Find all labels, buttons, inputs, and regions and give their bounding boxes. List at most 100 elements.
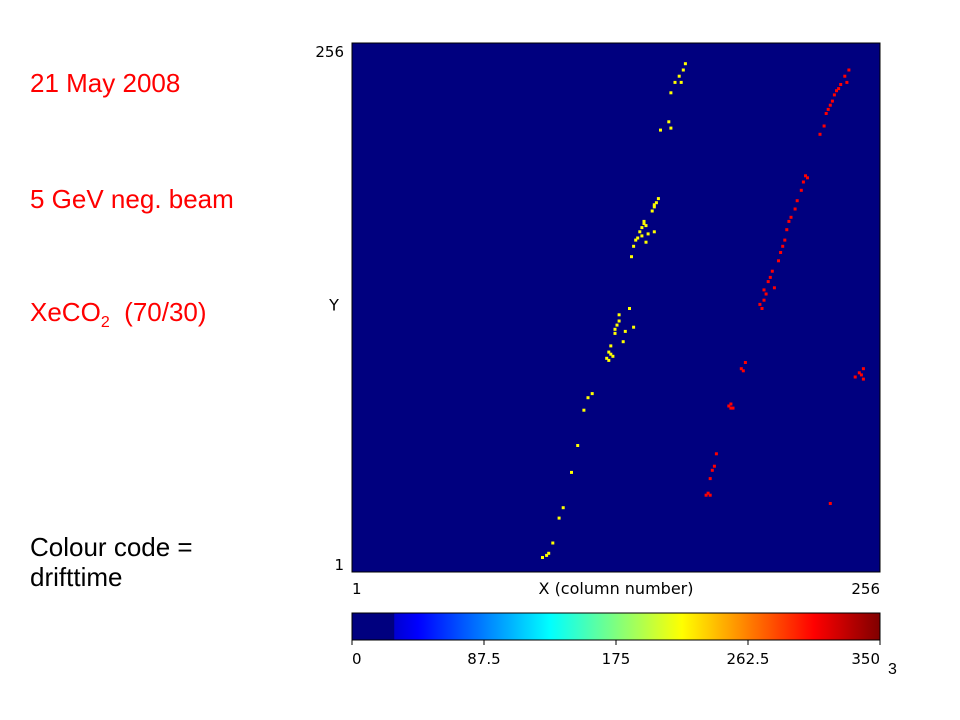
hit-point	[826, 107, 830, 111]
hit-point	[613, 331, 617, 335]
hit-point	[853, 375, 857, 379]
axes: 256 1 1 256 X (column number) Y	[315, 43, 880, 598]
hit-point	[609, 344, 613, 348]
hit-point	[632, 244, 636, 248]
hit-point	[679, 80, 683, 84]
colorbar-low-segment	[352, 613, 395, 640]
gas-label: XeCO2 (70/30)	[30, 297, 207, 338]
hit-point	[623, 329, 627, 333]
hit-point	[632, 325, 636, 329]
hit-point	[611, 354, 615, 358]
hit-point	[843, 74, 847, 78]
hit-point	[669, 126, 673, 130]
plot-area	[352, 43, 880, 572]
gas-subscript: 2	[100, 314, 110, 332]
hit-point	[607, 358, 611, 362]
hit-point	[586, 396, 590, 400]
hit-point	[768, 275, 772, 279]
hit-point	[646, 232, 650, 236]
hit-point	[727, 404, 731, 408]
hit-point	[644, 224, 648, 228]
hit-point	[541, 556, 544, 559]
hit-point	[640, 234, 644, 238]
hit-point	[621, 340, 625, 344]
hit-point	[551, 541, 555, 545]
hit-point	[766, 280, 770, 284]
hit-point	[561, 506, 565, 510]
gas-ratio: (70/30)	[124, 297, 207, 327]
hit-point	[630, 255, 633, 259]
colorbar-tick-label: 175	[602, 650, 631, 668]
x-axis-label: X (column number)	[539, 579, 694, 598]
colour-code-line2: drifttime	[30, 562, 123, 592]
hit-point	[557, 516, 561, 520]
hit-point	[779, 251, 783, 254]
hit-point	[804, 174, 807, 178]
hit-point	[628, 307, 631, 310]
hit-point	[650, 209, 654, 213]
hit-point	[793, 207, 797, 211]
hit-point	[783, 238, 787, 242]
hit-point	[609, 352, 613, 356]
colour-code-label: Colour code = drifttime	[30, 532, 193, 592]
hit-point	[617, 319, 621, 323]
hit-point	[654, 201, 658, 205]
hit-point	[839, 83, 843, 86]
hit-point	[861, 377, 865, 381]
colour-code-line1: Colour code =	[30, 532, 193, 562]
hit-point	[605, 356, 609, 360]
hit-point	[764, 292, 768, 296]
colorbar-gradient	[352, 613, 880, 640]
colorbar-tick-label: 87.5	[467, 650, 500, 668]
hit-point	[770, 269, 774, 273]
colorbar-tick-label: 262.5	[727, 650, 770, 668]
hit-point	[832, 93, 836, 97]
hit-points	[541, 62, 865, 559]
hit-point	[830, 99, 834, 103]
hit-point	[659, 128, 662, 132]
hit-point	[652, 203, 656, 207]
hit-point	[837, 87, 841, 91]
hit-point	[708, 477, 712, 481]
hit-point	[590, 392, 594, 396]
hit-point	[772, 286, 776, 290]
hit-point	[822, 124, 826, 128]
hit-point	[708, 493, 712, 497]
hit-point	[714, 452, 718, 456]
hit-point	[677, 74, 681, 78]
hit-point	[681, 68, 685, 72]
hit-point	[615, 323, 619, 327]
hit-point	[644, 240, 648, 244]
hit-point	[636, 236, 640, 240]
colorbar-tick-label: 350	[851, 650, 880, 668]
x-tick-left: 1	[352, 580, 362, 598]
hit-point	[673, 80, 677, 84]
hit-point	[545, 553, 549, 557]
hit-point	[642, 219, 646, 223]
hit-point	[729, 406, 733, 410]
hit-point	[704, 493, 708, 497]
hit-point	[652, 205, 656, 209]
hit-point	[729, 402, 733, 406]
y-axis-label: Y	[328, 296, 339, 315]
hit-point	[806, 176, 809, 180]
colorbar-ticks: 0 87.5 175 262.5 350	[351, 640, 881, 668]
hit-point	[743, 361, 747, 364]
hit-point	[845, 80, 849, 84]
y-tick-top: 256	[315, 43, 344, 61]
hit-point	[758, 302, 762, 306]
hit-point	[847, 68, 851, 72]
hit-point	[781, 244, 785, 248]
colorbar-tick-label: 0	[352, 650, 362, 668]
hit-point	[656, 197, 660, 201]
y-tick-bottom: 1	[334, 556, 344, 574]
hit-point	[835, 89, 838, 93]
date-label: 21 May 2008	[30, 68, 181, 98]
slide-number: 3	[888, 661, 897, 678]
hit-point	[785, 228, 789, 232]
hit-point	[760, 307, 764, 310]
hit-point	[795, 199, 799, 203]
hit-point	[710, 468, 714, 472]
hit-point	[576, 444, 580, 447]
